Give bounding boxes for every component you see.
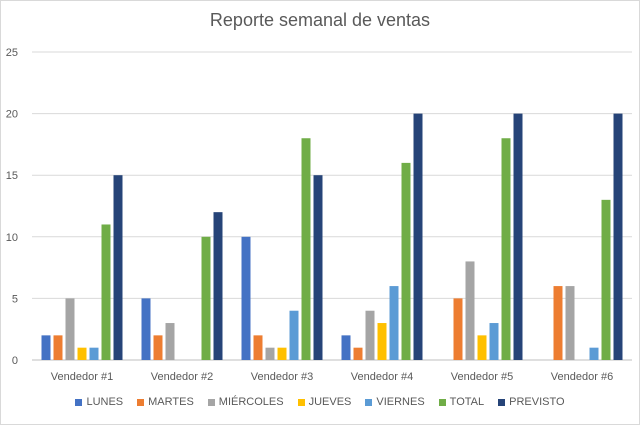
bar-miércoles: [65, 298, 75, 360]
legend-label: MARTES: [148, 396, 194, 408]
bar-lunes: [241, 236, 251, 360]
y-tick-label: 20: [6, 109, 18, 121]
legend-label: JUEVES: [308, 396, 352, 408]
y-tick-label: 15: [6, 170, 18, 182]
bar-jueves: [277, 347, 287, 360]
bar-previsto: [513, 113, 523, 360]
x-category-label: Vendedor #2: [151, 371, 213, 383]
bar-viernes: [589, 347, 599, 360]
bar-miércoles: [365, 310, 375, 360]
bar-martes: [153, 335, 163, 360]
bar-martes: [453, 298, 463, 360]
y-axis-ticks: 0 5 10 15 20 25: [6, 47, 18, 367]
legend-swatch: [137, 398, 145, 406]
bar-previsto: [213, 212, 223, 360]
bar-miércoles: [465, 261, 475, 360]
legend-label: MIÉRCOLES: [218, 396, 284, 408]
gridlines: [32, 51, 632, 361]
legend-swatch: [365, 398, 373, 406]
legend-item: TOTAL: [438, 396, 485, 408]
bar-jueves: [477, 335, 487, 360]
x-category-label: Vendedor #3: [251, 371, 313, 383]
bar-total: [301, 138, 311, 360]
y-tick-label: 5: [12, 293, 18, 305]
bar-total: [601, 199, 611, 360]
bar-lunes: [41, 335, 51, 360]
legend-swatch: [498, 398, 506, 406]
bar-jueves: [377, 323, 387, 360]
x-category-label: Vendedor #1: [51, 371, 113, 383]
legend-item: LUNES: [75, 396, 123, 408]
bar-previsto: [613, 113, 623, 360]
bar-martes: [53, 335, 63, 360]
bar-previsto: [113, 175, 123, 360]
chart-title: Reporte semanal de ventas: [209, 10, 431, 30]
x-category-label: Vendedor #4: [351, 371, 413, 383]
legend-swatch: [297, 398, 305, 406]
bar-lunes: [341, 335, 351, 360]
legend-item: PREVISTO: [498, 396, 565, 408]
legend: LUNES MARTES MIÉRCOLES JUEVES VIERNES TOTAL PR…: [0, 396, 640, 408]
bar-miércoles: [565, 286, 575, 360]
x-axis-categories: Vendedor #1 Vendedor #2 Vendedor #3 Vendedo…: [51, 371, 613, 383]
legend-item: VIERNES: [365, 396, 425, 408]
legend-swatch: [207, 398, 215, 406]
y-tick-label: 0: [12, 355, 18, 367]
bar-miércoles: [165, 323, 175, 360]
x-category-label: Vendedor #6: [551, 371, 613, 383]
bar-martes: [553, 286, 563, 360]
bars: [41, 113, 623, 360]
legend-label: LUNES: [86, 396, 124, 408]
bar-previsto: [313, 175, 323, 360]
bar-total: [401, 162, 411, 360]
legend-swatch: [75, 398, 83, 406]
bar-jueves: [77, 347, 87, 360]
bar-viernes: [489, 323, 499, 360]
bar-total: [501, 138, 511, 360]
bar-martes: [253, 335, 263, 360]
bar-previsto: [413, 113, 423, 360]
bar-lunes: [141, 298, 151, 360]
legend-label: VIERNES: [376, 396, 425, 408]
bar-total: [201, 236, 211, 360]
legend-swatch: [438, 398, 446, 406]
bar-viernes: [89, 347, 99, 360]
legend-item: MIÉRCOLES: [207, 396, 284, 408]
legend-label: TOTAL: [449, 396, 485, 408]
legend-item: JUEVES: [297, 396, 352, 408]
x-category-label: Vendedor #5: [451, 371, 513, 383]
bar-martes: [353, 347, 363, 360]
y-tick-label: 25: [6, 47, 18, 59]
bar-miércoles: [265, 347, 275, 360]
bar-viernes: [389, 286, 399, 360]
y-tick-label: 10: [6, 232, 18, 244]
bar-total: [101, 224, 111, 360]
legend-label: PREVISTO: [509, 396, 565, 408]
legend-item: MARTES: [137, 396, 194, 408]
bar-viernes: [289, 310, 299, 360]
